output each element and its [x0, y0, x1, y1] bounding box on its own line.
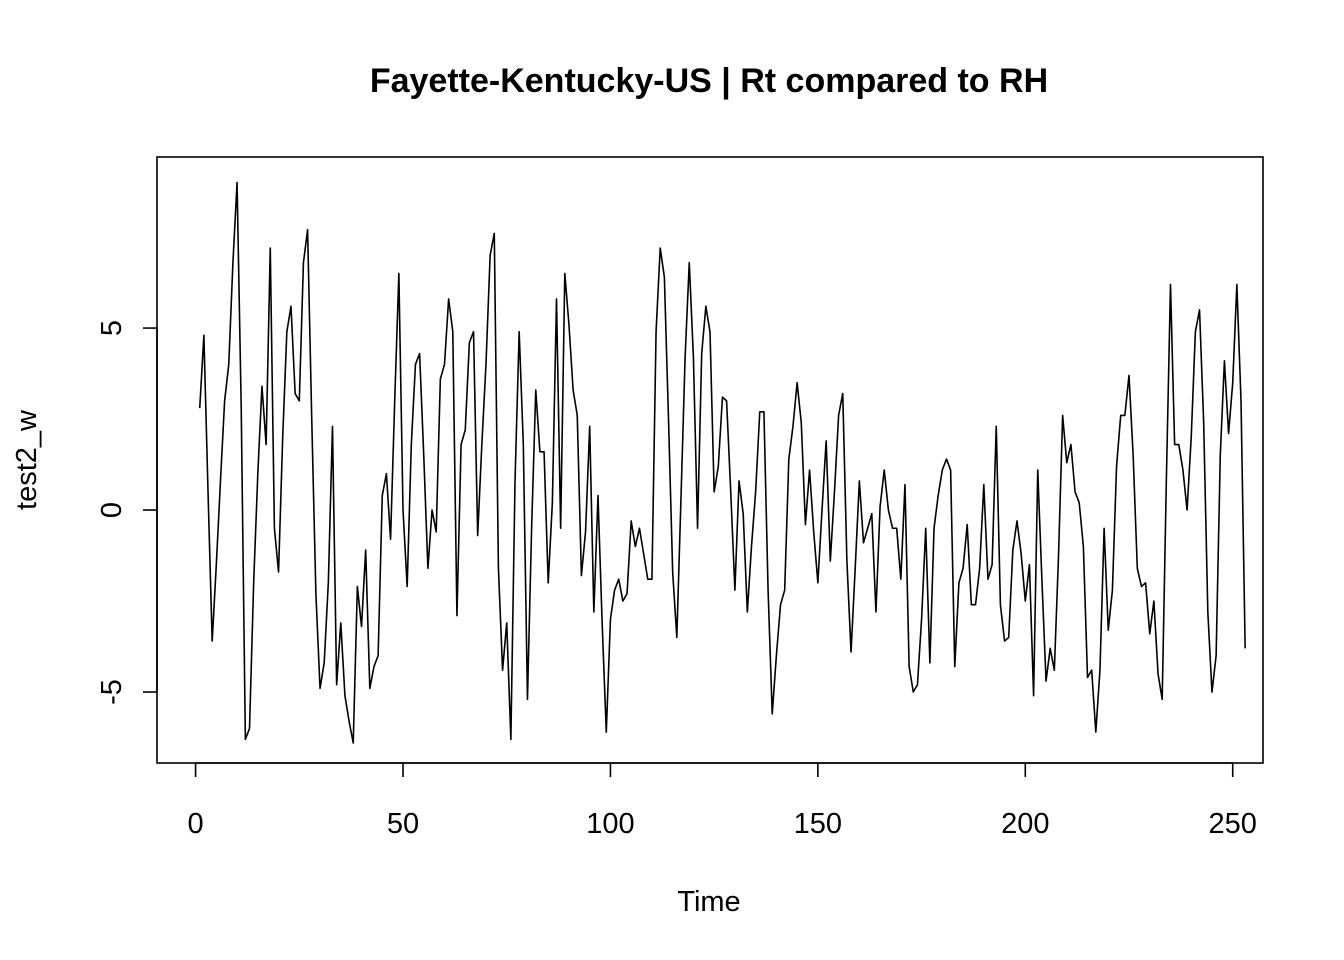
x-tick-label: 250 — [1209, 808, 1257, 840]
y-axis: -5 0 5 — [96, 320, 158, 705]
y-axis-label: test2_w — [11, 409, 43, 510]
series-line — [198, 181, 1246, 744]
y-tick-label: 0 — [96, 502, 128, 518]
x-axis-label: Time — [677, 886, 740, 918]
x-tick-label: 200 — [1001, 808, 1049, 840]
y-tick-label: -5 — [96, 679, 128, 705]
x-tick-label: 100 — [586, 808, 634, 840]
x-tick-label: 150 — [794, 808, 842, 840]
x-tick-label: 50 — [387, 808, 419, 840]
x-axis: 0 50 100 150 200 250 — [188, 762, 1257, 840]
y-tick-label: 5 — [96, 320, 128, 336]
chart-title: Fayette-Kentucky-US | Rt compared to RH — [370, 62, 1048, 100]
x-tick-label: 0 — [188, 808, 204, 840]
